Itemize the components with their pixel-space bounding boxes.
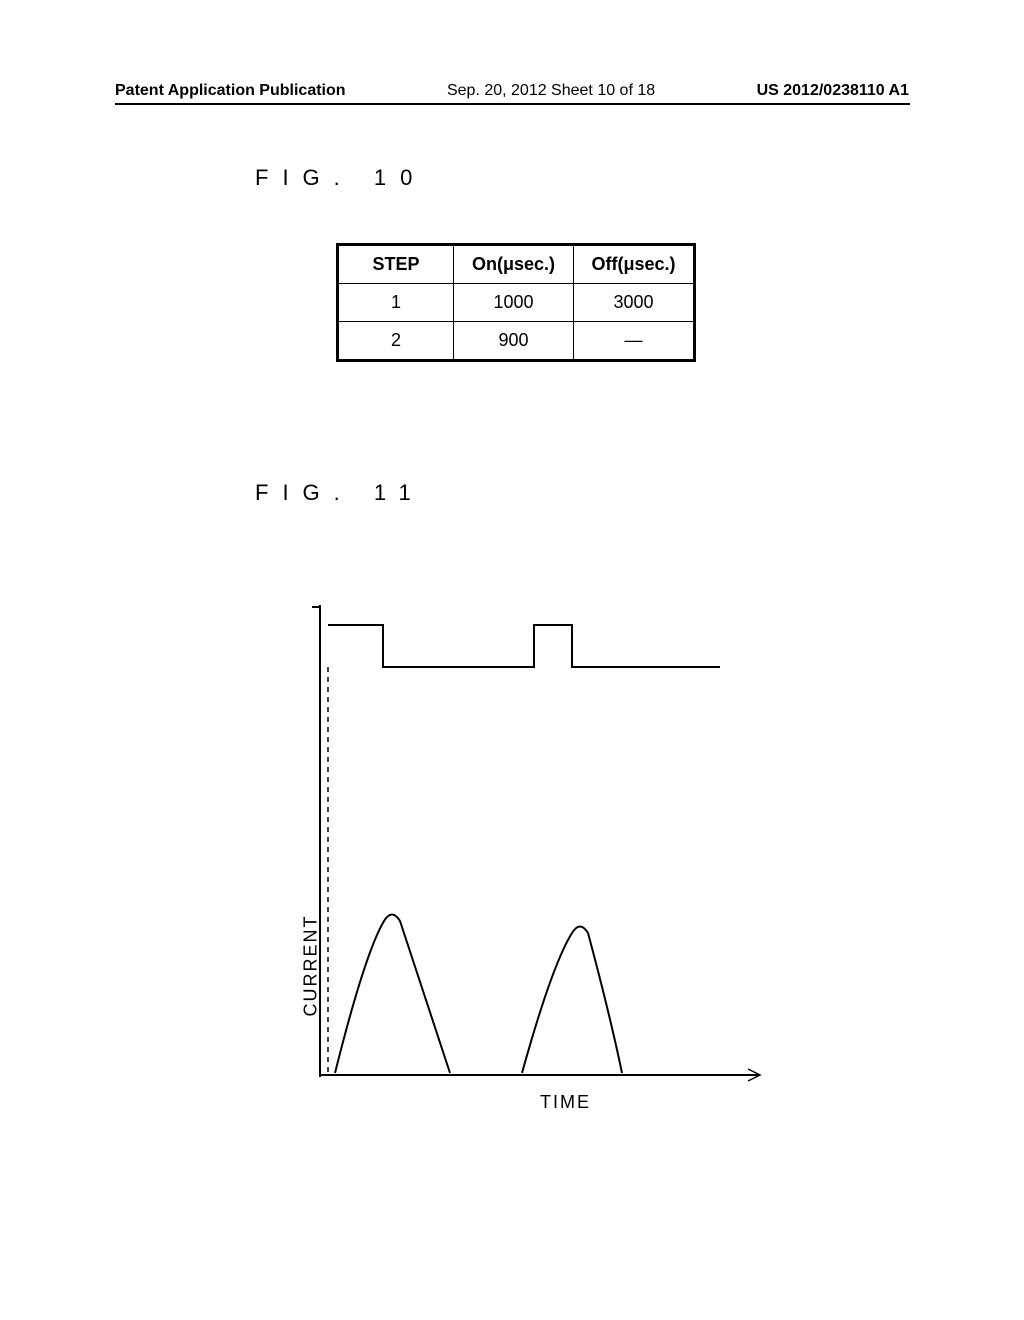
table-cell: — <box>574 322 694 360</box>
chart-y-axis-label: CURRENT <box>301 915 322 1017</box>
chart-x-axis-label: TIME <box>540 1092 591 1113</box>
table-row: 1 1000 3000 <box>339 284 694 322</box>
table-cell: 900 <box>454 322 574 360</box>
table-header-on: On(μsec.) <box>454 246 574 284</box>
table-header-off: Off(μsec.) <box>574 246 694 284</box>
table-cell: 1 <box>339 284 454 322</box>
figure-10-table: STEP On(μsec.) Off(μsec.) 1 1000 3000 2 … <box>336 243 696 362</box>
table-header-row: STEP On(μsec.) Off(μsec.) <box>339 246 694 284</box>
table-row: 2 900 — <box>339 322 694 360</box>
page-header: Patent Application Publication Sep. 20, … <box>0 82 1024 100</box>
figure-11-label: FIG. 11 <box>255 480 425 506</box>
table-cell: 1000 <box>454 284 574 322</box>
header-patent-number: US 2012/0238110 A1 <box>757 82 909 100</box>
chart-svg <box>290 595 770 1115</box>
figure-10-label: FIG. 10 <box>255 165 426 191</box>
header-publication: Patent Application Publication <box>115 82 346 100</box>
table-header-step: STEP <box>339 246 454 284</box>
header-sheet-info: Sep. 20, 2012 Sheet 10 of 18 <box>447 82 655 100</box>
table-cell: 3000 <box>574 284 694 322</box>
header-divider <box>115 103 910 105</box>
table-cell: 2 <box>339 322 454 360</box>
figure-11-chart: CURRENT TIME <box>290 595 770 1120</box>
